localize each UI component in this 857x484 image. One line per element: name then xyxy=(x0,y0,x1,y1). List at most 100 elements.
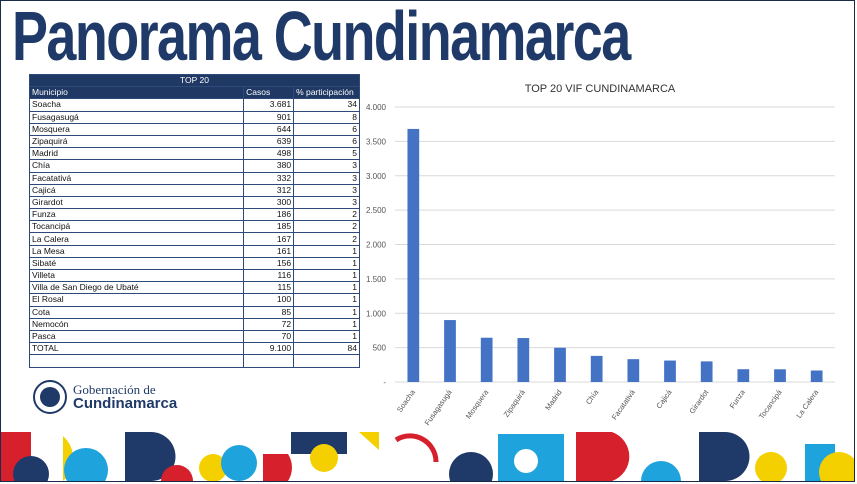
y-tick-label: 2.000 xyxy=(366,241,387,250)
x-tick-label: Facatativá xyxy=(610,387,638,421)
municipio-cell: La Mesa xyxy=(28,244,245,258)
total-casos: 9.100 xyxy=(243,342,295,356)
total-label: TOTAL xyxy=(28,342,245,356)
casos-cell: 161 xyxy=(243,244,295,258)
municipio-cell: Funza xyxy=(28,208,245,222)
y-tick-label: - xyxy=(383,378,386,387)
x-tick-label: Funza xyxy=(728,387,748,410)
casos-cell: 185 xyxy=(243,220,295,234)
municipio-cell: El Rosal xyxy=(28,293,245,307)
participacion-cell: 2 xyxy=(293,208,360,222)
participacion-cell: 2 xyxy=(293,220,360,234)
x-tick-label: Zipaquirá xyxy=(502,387,528,418)
participacion-cell: 1 xyxy=(293,305,360,319)
municipio-cell: Villeta xyxy=(28,268,245,283)
table-row: Villeta 116 1 xyxy=(28,268,360,283)
y-tick-label: 2.500 xyxy=(366,206,387,215)
table-row: Cajicá 312 3 xyxy=(28,183,360,197)
municipio-cell: Girardot xyxy=(28,195,245,210)
y-tick-label: 1.000 xyxy=(366,309,387,318)
municipio-cell: La Calera xyxy=(28,232,245,246)
x-tick-label: Soacha xyxy=(395,387,417,414)
casos-cell: 70 xyxy=(243,329,295,344)
casos-cell: 72 xyxy=(243,317,295,331)
table-row: Pasca 70 1 xyxy=(28,329,360,344)
table-row: Sibaté 156 1 xyxy=(28,256,360,271)
bar xyxy=(554,347,566,382)
bar xyxy=(774,369,786,382)
table-row: Girardot 300 3 xyxy=(28,195,360,210)
table-row: Soacha 3.681 34 xyxy=(28,98,360,112)
participacion-cell: 5 xyxy=(293,147,360,161)
participacion-cell: 1 xyxy=(293,281,360,295)
casos-cell: 186 xyxy=(243,208,295,222)
bar-chart: - 500 1.000 1.500 2.000 2.500 3.000 3.500 4.000 S… xyxy=(366,103,835,427)
casos-cell: 167 xyxy=(243,232,295,246)
participacion-cell: 1 xyxy=(293,329,360,344)
municipio-cell: Villa de San Diego de Ubaté xyxy=(28,281,245,295)
casos-cell: 644 xyxy=(243,122,295,136)
casos-cell: 156 xyxy=(243,256,295,271)
table-title: TOP 20 xyxy=(29,73,360,88)
casos-cell: 116 xyxy=(243,268,295,283)
municipio-cell: Zipaquirá xyxy=(28,134,245,149)
empty-row xyxy=(28,354,360,368)
gobernacion-logo: Gobernación de Cundinamarca xyxy=(33,380,177,414)
participacion-cell: 3 xyxy=(293,195,360,210)
table-row: Villa de San Diego de Ubaté 115 1 xyxy=(28,281,360,295)
municipio-cell: Soacha xyxy=(28,98,245,112)
page-title: Panorama Cundinamarca xyxy=(12,0,631,75)
y-tick-label: 3.500 xyxy=(366,137,387,146)
logo-line-2: Cundinamarca xyxy=(73,395,178,412)
participacion-cell: 1 xyxy=(293,317,360,331)
municipio-cell: Tocancipá xyxy=(28,220,245,234)
table-row: Zipaquirá 639 6 xyxy=(28,134,360,149)
bar xyxy=(627,359,640,382)
y-tick-label: 3.000 xyxy=(366,172,387,181)
municipio-cell: Sibaté xyxy=(28,256,245,271)
casos-cell: 901 xyxy=(243,110,295,124)
participacion-cell: 6 xyxy=(293,122,360,136)
column-header-casos: Casos xyxy=(243,86,295,100)
total-row: TOTAL 9.100 84 xyxy=(28,342,360,356)
table-row: Cota 85 1 xyxy=(28,305,360,319)
municipio-cell: Cajicá xyxy=(28,183,245,197)
participacion-cell: 1 xyxy=(293,256,360,271)
y-tick-label: 4.000 xyxy=(366,103,387,112)
table-row: Madrid 498 5 xyxy=(28,147,360,161)
participacion-cell: 6 xyxy=(293,134,360,149)
table-row: El Rosal 100 1 xyxy=(28,293,360,307)
municipio-cell: Cota xyxy=(28,305,245,319)
bar xyxy=(444,320,456,382)
casos-cell: 639 xyxy=(243,134,295,149)
casos-cell: 100 xyxy=(243,293,295,307)
municipio-cell: Chía xyxy=(28,159,245,173)
bar xyxy=(664,360,676,382)
bar xyxy=(517,338,530,382)
casos-cell: 332 xyxy=(243,171,295,185)
x-tick-label: Fusagasugá xyxy=(423,387,455,427)
bar xyxy=(590,355,603,382)
table-row: Facatativá 332 3 xyxy=(28,171,360,185)
participacion-cell: 1 xyxy=(293,293,360,307)
casos-cell: 115 xyxy=(243,281,295,295)
seal-icon xyxy=(33,380,67,414)
y-tick-label: 500 xyxy=(373,344,387,353)
x-tick-label: La Calera xyxy=(794,387,821,419)
casos-cell: 498 xyxy=(243,147,295,161)
table-row: La Mesa 161 1 xyxy=(28,244,360,258)
casos-cell: 85 xyxy=(243,305,295,319)
bar xyxy=(407,128,420,382)
casos-cell: 300 xyxy=(243,195,295,210)
x-tick-label: Chía xyxy=(584,387,601,406)
table-row: Chía 380 3 xyxy=(28,159,360,173)
table-row: Mosquera 644 6 xyxy=(28,122,360,136)
table-row: Funza 186 2 xyxy=(28,208,360,222)
casos-cell: 312 xyxy=(243,183,295,197)
bar xyxy=(810,370,823,382)
participacion-cell: 3 xyxy=(293,183,360,197)
participacion-cell: 1 xyxy=(293,268,360,283)
municipio-cell: Fusagasugá xyxy=(28,110,245,124)
municipio-cell: Mosquera xyxy=(28,122,245,136)
